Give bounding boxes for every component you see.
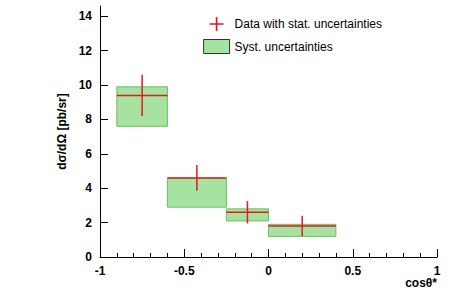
svg-text:Syst. uncertainties: Syst. uncertainties (235, 40, 333, 54)
svg-text:4: 4 (85, 181, 92, 195)
svg-text:10: 10 (79, 78, 93, 92)
svg-text:0: 0 (265, 264, 272, 278)
svg-text:2: 2 (85, 216, 92, 230)
svg-text:dσ/dΩ [pb/sr]: dσ/dΩ [pb/sr] (55, 93, 69, 170)
svg-text:6: 6 (85, 147, 92, 161)
svg-text:0.5: 0.5 (344, 264, 361, 278)
svg-text:8: 8 (85, 112, 92, 126)
svg-text:12: 12 (79, 44, 93, 58)
svg-text:0: 0 (85, 250, 92, 264)
svg-text:14: 14 (79, 9, 93, 23)
svg-text:Data with stat. uncertainties: Data with stat. uncertainties (235, 17, 382, 31)
svg-text:-1: -1 (95, 264, 106, 278)
svg-text:-0.5: -0.5 (174, 264, 195, 278)
svg-text:1: 1 (434, 264, 441, 278)
svg-text:cosθ*: cosθ* (405, 276, 437, 290)
